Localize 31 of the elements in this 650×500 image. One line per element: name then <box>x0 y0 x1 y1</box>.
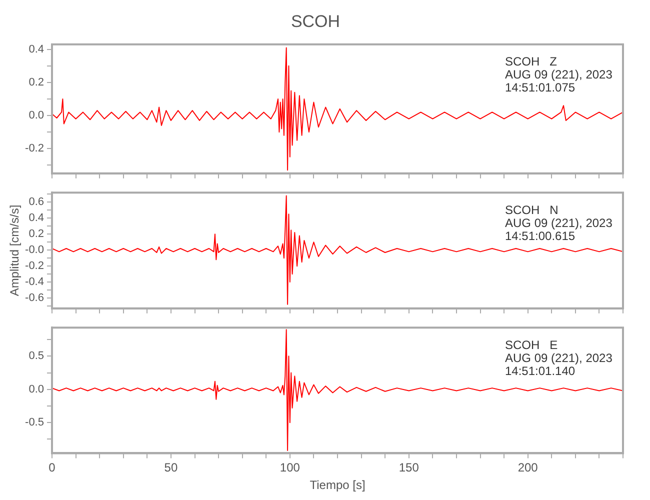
x-tick-label: 150 <box>398 460 420 475</box>
x-tick-label: 0 <box>48 460 56 475</box>
annotation: SCOH Z <box>505 54 558 69</box>
x-axis-title: Tiempo [s] <box>310 478 366 492</box>
y-tick-label: -0.2 <box>25 142 44 155</box>
y-tick-label: 0.4 <box>28 43 44 56</box>
x-tick-label: 100 <box>280 460 300 475</box>
y-tick-label: -0.0 <box>25 244 44 256</box>
annotation: AUG 09 (221), 2023 <box>505 68 613 82</box>
annotation: AUG 09 (221), 2023 <box>505 350 613 365</box>
y-tick-label: 0.2 <box>28 228 44 240</box>
annotation: 14:51:00.615 <box>505 228 576 243</box>
y-tick-label: -0.2 <box>25 260 44 272</box>
annotation: SCOH E <box>505 338 558 352</box>
annotation: AUG 09 (221), 2023 <box>505 216 613 230</box>
annotation: 14:51:01.075 <box>505 80 576 95</box>
y-tick-label: 0.4 <box>28 212 44 224</box>
y-tick-label: 0.5 <box>28 350 44 362</box>
y-tick-label: 0.2 <box>28 76 44 88</box>
y-tick-label: 0.0 <box>28 110 44 122</box>
y-tick-label: -0.6 <box>25 292 44 304</box>
x-tick-label: 200 <box>518 460 538 475</box>
y-tick-label: -0.4 <box>25 276 44 288</box>
chart-title: SCOH <box>290 12 340 31</box>
annotation: SCOH N <box>505 202 558 217</box>
y-tick-label: 0.6 <box>28 196 44 208</box>
y-tick-label: 0.0 <box>28 383 44 396</box>
x-tick-label: 50 <box>164 460 178 475</box>
annotation: 14:51:01.140 <box>505 364 576 378</box>
y-tick-label: -0.5 <box>25 416 44 429</box>
y-axis-title: Amplitud [cm/s/s] <box>8 204 22 296</box>
